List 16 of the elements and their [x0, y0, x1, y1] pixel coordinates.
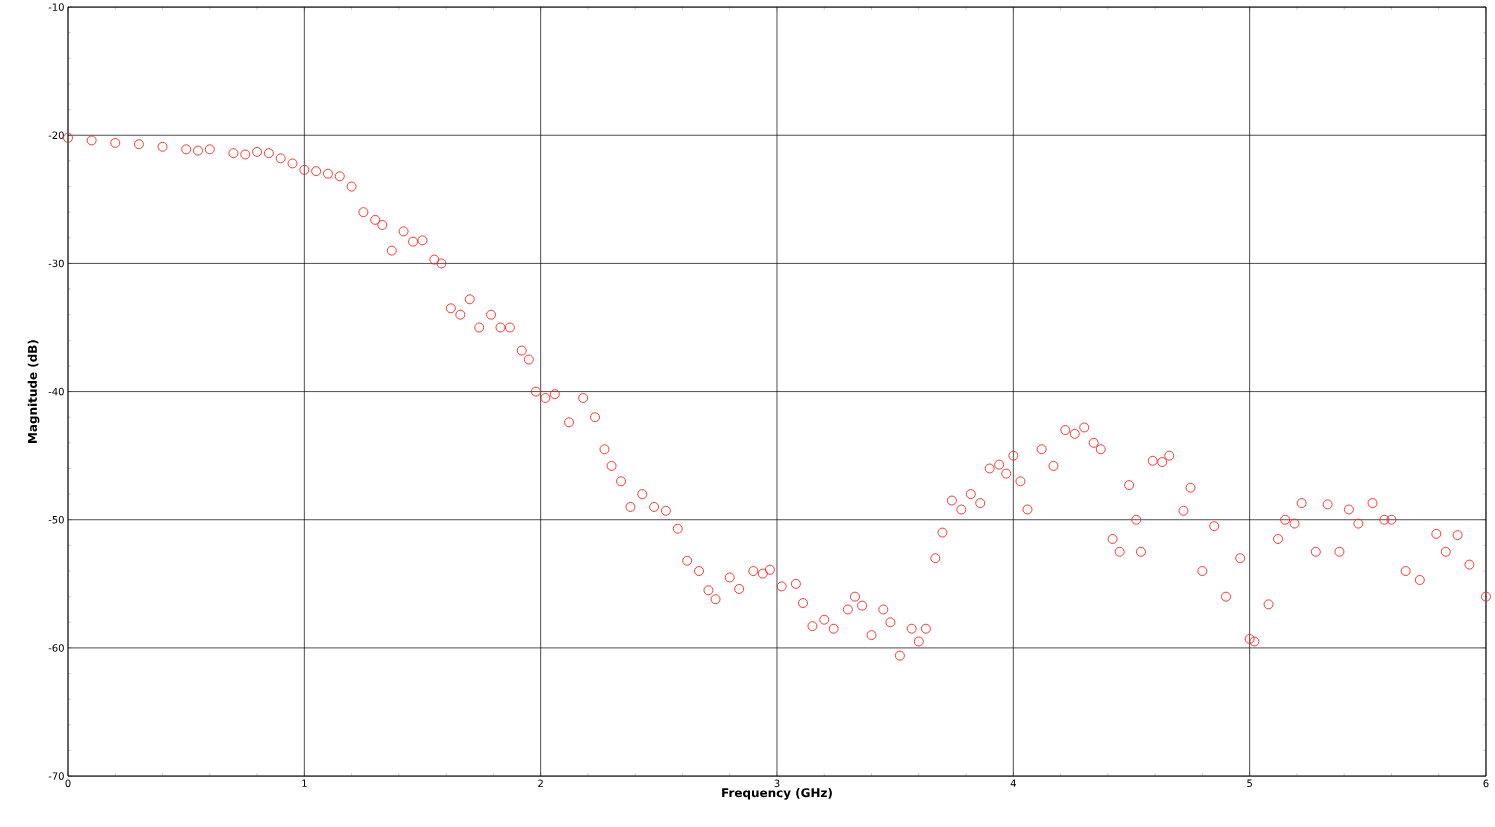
- y-tick-label: -10: [48, 3, 64, 11]
- y-tick-label: -20: [48, 131, 64, 139]
- y-tick-label: -40: [48, 387, 64, 396]
- y-tick-label: -30: [48, 259, 64, 268]
- y-axis-title: Magnitude (dB): [27, 340, 40, 443]
- x-tick-label: 2: [538, 779, 543, 787]
- x-tick-label: 1: [302, 779, 307, 787]
- y-tick-label: -50: [48, 515, 64, 524]
- x-tick-label: 6: [1483, 779, 1489, 788]
- y-tick-label: -70: [48, 772, 64, 780]
- x-tick-label: 0: [65, 779, 71, 788]
- x-tick-label: 5: [1247, 779, 1252, 787]
- x-tick-label: 4: [1010, 779, 1016, 787]
- x-tick-label: 3: [774, 779, 780, 788]
- y-tick-label: -60: [48, 644, 64, 652]
- x-axis-title: Frequency (GHz): [722, 787, 832, 800]
